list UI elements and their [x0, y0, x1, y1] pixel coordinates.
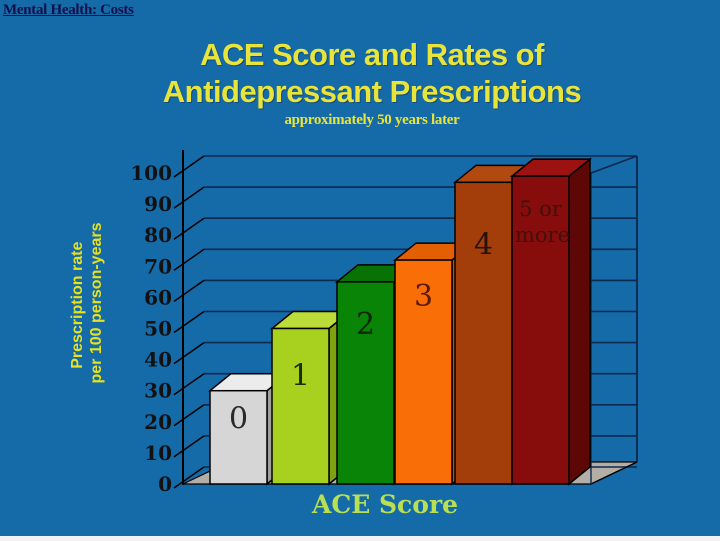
bar-2-label: 2: [356, 307, 375, 342]
y-tick-label-20: 20: [144, 410, 172, 434]
y-tick-label-0: 0: [158, 472, 172, 496]
y-axis-title-line-1: Prescription rate: [69, 242, 86, 369]
y-tick-0: [173, 466, 205, 489]
y-tick-label-10: 10: [144, 441, 172, 465]
y-tick-label-90: 90: [144, 192, 172, 216]
bar-4-front: [454, 181, 513, 485]
bar-5-label: 5 or more: [515, 197, 570, 247]
y-tick-80: [173, 217, 205, 240]
y-tick-label-40: 40: [144, 348, 172, 372]
bar-1-front: [271, 327, 330, 485]
page-title-line-1: ACE Score and Rates of: [200, 37, 544, 72]
y-axis-title-line-2: per 100 person-years: [88, 222, 105, 383]
y-tick-40: [173, 341, 205, 365]
y-tick-20: [173, 404, 205, 427]
y-tick-50: [173, 310, 205, 334]
y-tick-label-60: 60: [144, 285, 172, 309]
y-tick-label-80: 80: [144, 223, 172, 247]
bar-5-side: [568, 157, 591, 486]
y-tick-30: [173, 373, 205, 396]
y-tick-10: [173, 435, 205, 458]
y-axis-title: Prescription rate per 100 person-years: [69, 222, 105, 383]
slide-header-label: Mental Health: Costs: [3, 2, 134, 18]
bar-5-front: [511, 175, 570, 485]
chart-plot-area: 0 10 20 30 40 50 60 70 80 90 100 0 1 2 3 4 5 or more: [130, 150, 638, 496]
y-tick-60: [173, 279, 205, 303]
bar-2-front: [336, 281, 395, 485]
y-tick-label-100: 100: [130, 161, 172, 185]
bar-1-label: 1: [291, 359, 310, 394]
bar-4-label: 4: [474, 227, 493, 262]
slide-bottom-strip: [0, 536, 720, 541]
x-axis-title: ACE Score: [311, 490, 458, 519]
y-tick-label-70: 70: [144, 254, 172, 278]
y-tick-100: [173, 155, 205, 178]
y-tick-90: [173, 186, 205, 209]
y-tick-label-30: 30: [144, 379, 172, 403]
bar-3-front: [394, 259, 453, 485]
y-tick-70: [173, 248, 205, 271]
bar-0-label: 0: [229, 402, 248, 437]
bar-3-label: 3: [414, 279, 433, 314]
y-tick-label-50: 50: [144, 317, 172, 341]
side-wall-top-edge: [590, 155, 638, 174]
bar-0-front: [209, 389, 268, 485]
page-title-line-2: Antidepressant Prescriptions: [162, 74, 582, 109]
side-wall-bottom-edge: [590, 461, 638, 485]
title-block: ACE Score and Rates of Antidepressant Pr…: [24, 36, 720, 129]
page-subtitle: approximately 50 years later: [284, 112, 460, 128]
